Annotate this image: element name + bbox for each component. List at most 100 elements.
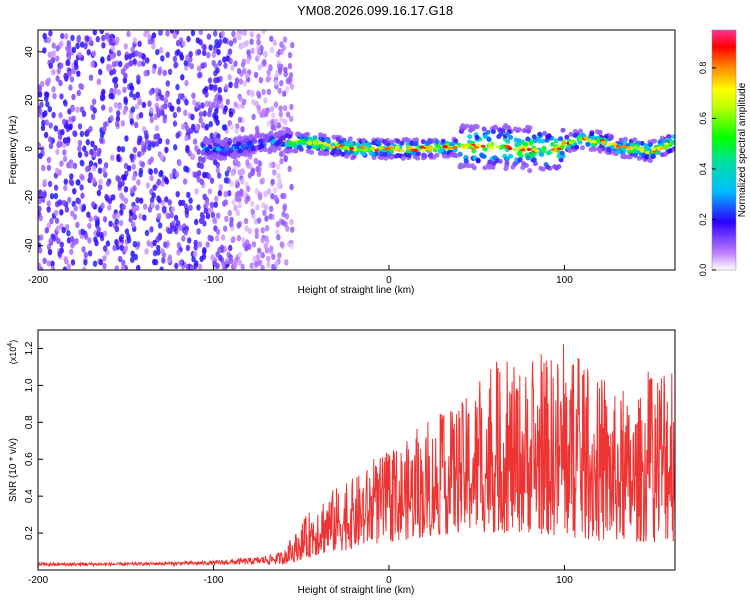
spectrogram-cell xyxy=(60,129,65,136)
spectrogram-cell xyxy=(185,244,191,252)
spectrogram-cell xyxy=(284,213,290,220)
spectrogram-cell xyxy=(96,78,102,85)
spectrogram-cell xyxy=(118,60,123,68)
spectrogram-cell xyxy=(458,162,464,168)
spectrogram-cell xyxy=(244,72,249,79)
spectrogram-cell xyxy=(209,132,214,139)
spectrogram-cell xyxy=(207,110,212,118)
snr-panel: -200 -100 0 100 0.2 0.4 0.6 0.8 1.0 1.2 Height o… xyxy=(7,329,676,596)
spectrogram-cell xyxy=(233,261,238,268)
spectrogram-cell xyxy=(111,194,116,201)
spectrogram-cell xyxy=(83,251,89,258)
spectrogram-cell xyxy=(66,230,71,237)
spectrogram-cell xyxy=(184,134,189,142)
spectrogram-cell xyxy=(247,172,253,179)
spectrogram-cell xyxy=(218,38,223,46)
colorbar-frame xyxy=(711,29,737,271)
spectrogram-cell xyxy=(98,178,103,186)
spectrogram-cell xyxy=(517,157,523,163)
spectrogram-cell xyxy=(650,153,656,159)
spectrogram-cell xyxy=(172,120,178,127)
spectrogram-cell xyxy=(154,140,160,147)
spectrogram-cell xyxy=(242,98,247,106)
spectrogram-cell xyxy=(178,224,184,231)
spectrogram-cell xyxy=(81,110,87,118)
spectrogram-cell xyxy=(240,61,246,68)
spectrogram-cell xyxy=(223,225,228,232)
spectrogram-y-tick-label: -20 xyxy=(24,190,35,205)
spectrogram-cell xyxy=(100,57,105,64)
spectrogram-cell xyxy=(572,128,578,134)
spectrogram-cell xyxy=(172,111,178,119)
spectrogram-cell xyxy=(155,106,160,113)
spectrogram-peak xyxy=(577,137,583,142)
spectrogram-cell xyxy=(184,99,189,106)
spectrogram-cell xyxy=(136,74,141,81)
spectrogram-xlabel: Height of straight line (km) xyxy=(298,285,415,296)
spectrogram-cell xyxy=(46,260,51,267)
spectrogram-cell xyxy=(200,141,205,148)
spectrogram-cell xyxy=(57,250,62,258)
spectrogram-cell xyxy=(238,95,243,103)
spectrogram-cell xyxy=(220,234,226,241)
spectrogram-cell xyxy=(266,88,271,96)
spectrogram-cell xyxy=(185,146,190,154)
spectrogram-cell xyxy=(83,233,89,240)
spectrogram-cell xyxy=(269,205,274,212)
spectrogram-cell xyxy=(173,144,178,151)
colorbar-tick-label: 0.2 xyxy=(698,213,708,226)
spectrogram-cell xyxy=(38,91,43,98)
spectrogram-cell xyxy=(271,112,276,119)
spectrogram-cell xyxy=(154,87,160,94)
spectrogram-cell xyxy=(192,138,198,145)
spectrogram-cell xyxy=(176,98,181,105)
spectrogram-cell xyxy=(395,138,401,144)
spectrogram-cell xyxy=(233,101,238,108)
spectrogram-cell xyxy=(504,160,510,166)
spectrogram-cell xyxy=(80,192,85,199)
spectrogram-cell xyxy=(149,107,154,114)
spectrogram-cell xyxy=(206,173,211,180)
spectrogram-cell xyxy=(406,153,412,159)
spectrogram-cell xyxy=(38,234,41,242)
spectrogram-cell xyxy=(250,89,255,97)
spectrogram-cell xyxy=(169,211,174,219)
spectrogram-cell xyxy=(129,187,135,194)
spectrogram-cell xyxy=(56,237,61,245)
spectrogram-cell xyxy=(66,136,71,144)
spectrogram-cell xyxy=(92,107,97,114)
spectrogram-cell xyxy=(236,190,241,197)
spectrogram-cell xyxy=(203,140,209,146)
spectrogram-cell xyxy=(670,139,675,145)
spectrogram-cell xyxy=(115,115,121,123)
spectrogram-cell xyxy=(85,128,91,136)
spectrogram-cell xyxy=(232,37,237,44)
spectrogram-cell xyxy=(208,44,213,51)
spectrogram-cell xyxy=(287,62,293,70)
spectrogram-cell xyxy=(74,238,79,245)
spectrogram-cell xyxy=(163,97,168,105)
spectrogram-cell xyxy=(136,241,141,248)
spectrogram-cell xyxy=(287,165,292,172)
snr-y-tick-label: 0.6 xyxy=(24,452,35,466)
spectrogram-cell xyxy=(148,89,154,96)
spectrogram-cell xyxy=(227,74,232,81)
spectrogram-peak xyxy=(659,146,665,150)
spectrogram-cell xyxy=(558,136,564,142)
spectrogram-cell xyxy=(193,171,198,178)
spectrogram-cell xyxy=(248,135,254,141)
spectrogram-cell xyxy=(282,192,287,200)
spectrogram-cell xyxy=(222,56,227,63)
spectrogram-cell xyxy=(269,245,274,252)
spectrogram-cell xyxy=(200,102,205,109)
spectrogram-cell xyxy=(44,95,49,102)
snr-x-ticks: -200 -100 0 100 xyxy=(28,565,573,586)
spectrogram-peak xyxy=(561,141,567,145)
spectrogram-peak xyxy=(329,145,335,149)
spectrogram-cell xyxy=(492,124,498,130)
spectrogram-cell xyxy=(229,221,234,228)
spectrogram-cell xyxy=(91,201,96,208)
spectrogram-cell xyxy=(508,134,514,140)
spectrogram-cell xyxy=(100,95,105,102)
spectrogram-cell xyxy=(137,40,142,47)
